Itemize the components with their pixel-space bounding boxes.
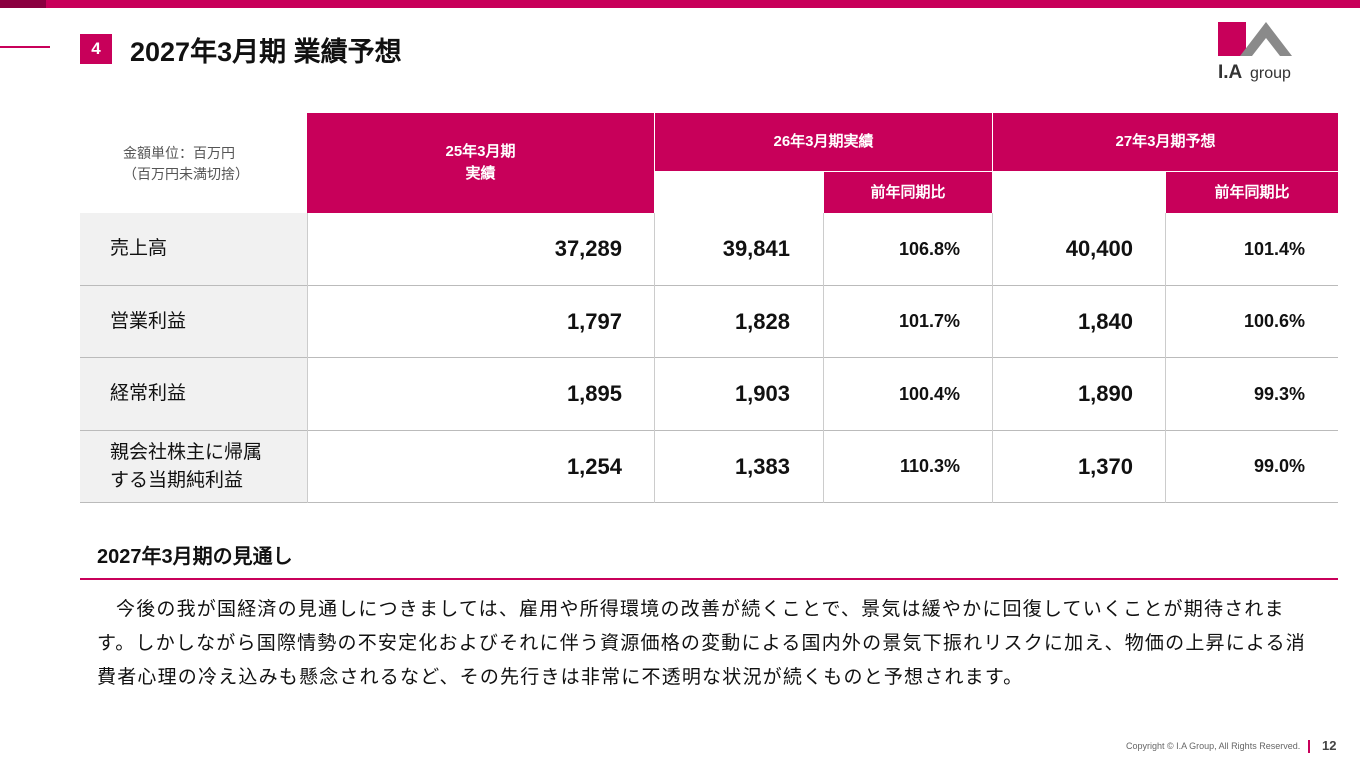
- unit-note-line2: （百万円未満切捨）: [123, 166, 249, 182]
- outlook-body: 今後の我が国経済の見通しにつきましては、雇用や所得環境の改善が続くことで、景気は…: [97, 599, 1306, 688]
- cell-ordinary-fy27: 1,890: [1077, 381, 1133, 406]
- header-fy26: 26年3月期実績: [655, 113, 992, 171]
- row-label-bg-operating: [80, 286, 307, 357]
- header-fy25-line1: 25年3月期: [445, 143, 516, 160]
- col-divider: [992, 213, 993, 503]
- unit-note: 金額単位：百万円 （百万円未満切捨）: [123, 143, 249, 185]
- col-divider: [654, 213, 655, 503]
- cell-net-fy26-yoy: 110.3%: [899, 456, 960, 476]
- cell-sales-fy26-yoy: 106.8%: [898, 238, 960, 259]
- svg-text:group: group: [1250, 65, 1291, 82]
- cell-sales-fy25: 37,289: [554, 236, 622, 261]
- cell-sales-fy26: 39,841: [722, 236, 790, 261]
- row-label-operating: 営業利益: [110, 310, 187, 332]
- cell-operating-fy27: 1,840: [1077, 308, 1133, 334]
- unit-note-line1: 金額単位：百万円: [123, 145, 235, 161]
- top-accent-bar-dark: [0, 0, 46, 8]
- ia-group-logo: I.A group: [1216, 20, 1292, 84]
- cell-net-fy26: 1,383: [734, 453, 790, 479]
- row-label-net-income-line2: する当期純利益: [110, 469, 244, 491]
- page-number: 12: [1322, 738, 1337, 753]
- cell-net-fy25: 1,254: [566, 453, 622, 479]
- cell-ordinary-fy27-yoy: 99.3%: [1253, 383, 1305, 404]
- header-fy26-yoy: 前年同期比: [824, 172, 992, 213]
- row-label-net-income: 親会社株主に帰属 する当期純利益: [110, 431, 262, 502]
- row-label-bg-net: [80, 431, 307, 502]
- row-label-sales: 売上高: [110, 238, 168, 259]
- left-accent-rule: [0, 46, 50, 48]
- outlook-title: 2027年3月期の見通し: [97, 546, 293, 568]
- row-divider: [80, 430, 1338, 431]
- cell-operating-fy26-yoy: 101.7%: [898, 311, 960, 331]
- header-fy27-yoy: 前年同期比: [1166, 172, 1338, 213]
- cell-operating-fy27-yoy: 100.6%: [1243, 311, 1305, 331]
- row-divider: [80, 285, 1338, 286]
- cell-sales-fy27: 40,400: [1065, 236, 1133, 261]
- section-number-badge: 4: [80, 34, 112, 64]
- header-fy25-line2: 実績: [465, 165, 496, 182]
- cell-net-fy27-yoy: 99.0%: [1253, 456, 1305, 476]
- ia-group-logo-icon: I.A group: [1218, 22, 1292, 83]
- cell-ordinary-fy26-yoy: 100.4%: [898, 383, 960, 404]
- row-divider: [80, 502, 1338, 503]
- cell-net-fy27: 1,370: [1077, 453, 1133, 479]
- row-label-bg-sales: [80, 213, 307, 285]
- header-fy27: 27年3月期予想: [993, 113, 1338, 171]
- cell-ordinary-fy26: 1,903: [734, 381, 790, 406]
- cell-sales-fy27-yoy: 101.4%: [1243, 238, 1305, 259]
- cell-operating-fy26: 1,828: [734, 308, 790, 334]
- svg-text:I.A: I.A: [1218, 62, 1243, 83]
- page-title: 2027年3月期 業績予想: [130, 37, 402, 67]
- header-fy25: 25年3月期 実績: [307, 113, 654, 213]
- col-divider: [823, 213, 824, 503]
- cell-ordinary-fy25: 1,895: [566, 381, 622, 406]
- outlook-rule: [80, 578, 1338, 580]
- top-accent-bar: [0, 0, 1360, 8]
- row-label-bg-ordinary: [80, 358, 307, 430]
- col-divider: [1165, 213, 1166, 503]
- col-divider: [307, 213, 308, 503]
- footer-divider: [1308, 740, 1310, 753]
- row-label-ordinary: 経常利益: [110, 383, 187, 404]
- row-label-net-income-line1: 親会社株主に帰属: [110, 441, 263, 463]
- cell-operating-fy25: 1,797: [566, 308, 622, 334]
- row-divider: [80, 357, 1338, 358]
- copyright: Copyright © I.A Group, All Rights Reserv…: [1126, 741, 1301, 751]
